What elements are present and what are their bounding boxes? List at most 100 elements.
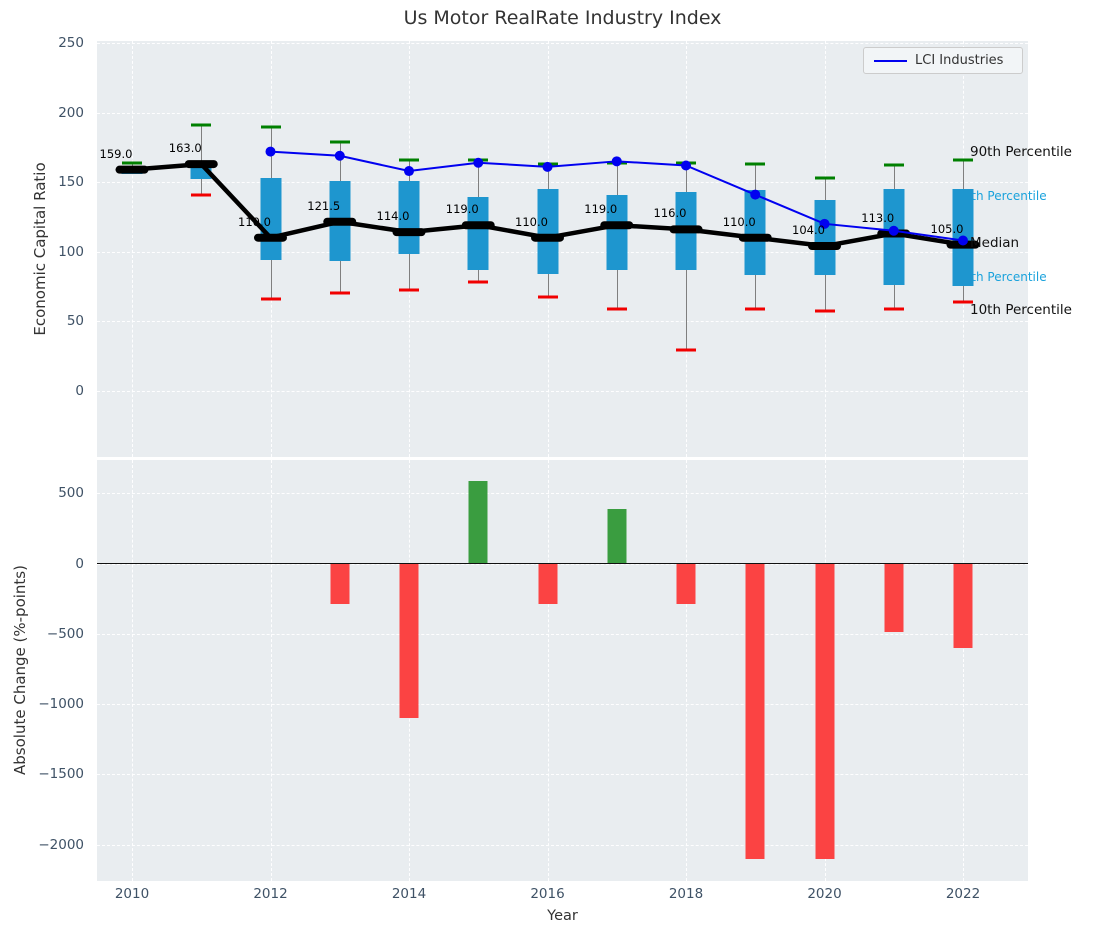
gridline: [132, 460, 133, 881]
box-2018: [675, 191, 697, 270]
whisker-cap-low-2011: [191, 193, 212, 197]
gridline: [270, 460, 272, 881]
y-tick: 250: [58, 35, 84, 52]
x-tick: 2020: [807, 886, 842, 902]
y-tick: 100: [58, 243, 84, 260]
box-2016: [537, 189, 558, 274]
percentile-label-75th: 75th Percentile: [956, 189, 1047, 204]
gridline: [97, 182, 1028, 184]
box-2020: [814, 200, 835, 276]
median-value-label-2022: 105.0: [930, 221, 964, 236]
chart-title: Us Motor RealRate Industry Index: [403, 7, 722, 29]
median-value-label-2018: 116.0: [653, 206, 687, 221]
x-axis-label: Year: [547, 908, 578, 924]
gridline: [686, 460, 687, 881]
whisker-cap-low-2016: [537, 295, 558, 299]
x-tick: 2014: [391, 886, 427, 902]
percentile-label-90th: 90th Percentile: [970, 143, 1072, 160]
bottom-panel: [97, 460, 1028, 881]
whisker-cap-high-2018: [676, 161, 696, 165]
median-value-label-2016: 110.0: [515, 214, 548, 229]
gridline: [97, 112, 1028, 114]
whisker-cap-high-2019: [745, 162, 766, 166]
gridline: [97, 774, 1028, 776]
x-tick: 2018: [668, 886, 704, 902]
whisker-cap-high-2016: [537, 162, 558, 166]
top-panel: [97, 41, 1028, 457]
bar-2013: [330, 563, 350, 605]
legend-label: LCI Industries: [915, 53, 1004, 68]
gridline: [97, 251, 1028, 253]
y-tick: 0: [75, 555, 84, 572]
percentile-label-median: Median: [970, 235, 1020, 252]
whisker-cap-high-2017: [606, 161, 627, 165]
bottom-y-axis-label: Absolute Change (%-points): [11, 565, 29, 775]
bar-2020: [815, 563, 834, 859]
whisker-cap-high-2013: [329, 140, 350, 144]
gridline: [132, 41, 133, 457]
whisker-cap-low-2014: [399, 288, 419, 292]
gridline: [97, 633, 1028, 635]
y-tick: 500: [58, 485, 84, 502]
whisker-cap-high-2010: [122, 161, 142, 165]
bar-2018: [676, 563, 696, 605]
whisker-cap-low-2019: [745, 307, 766, 311]
median-value-label-2014: 114.0: [376, 209, 410, 224]
median-value-label-2015: 119.0: [445, 202, 479, 217]
x-tick: 2010: [114, 886, 150, 902]
bar-2022: [953, 563, 973, 648]
median-value-label-2013: 121.5: [307, 198, 341, 213]
gridline: [547, 460, 549, 881]
zero-line: [97, 562, 1028, 565]
bar-2015: [468, 480, 488, 564]
whisker-cap-low-2015: [468, 280, 489, 284]
whisker-cap-low-2010: [122, 170, 142, 174]
median-value-label-2010: 159.0: [99, 146, 133, 161]
bar-2014: [399, 563, 419, 719]
median-value-label-2020: 104.0: [792, 223, 825, 238]
y-tick: −2000: [38, 836, 84, 853]
percentile-label-25th: 25th Percentile: [956, 269, 1047, 284]
median-value-label-2021: 113.0: [861, 210, 895, 225]
y-tick: 0: [75, 382, 84, 399]
bar-2017: [607, 508, 627, 564]
legend-lci-line-swatch: [874, 59, 907, 62]
x-tick: 2016: [530, 886, 565, 902]
whisker-cap-high-2012: [260, 125, 281, 129]
bar-2021: [884, 563, 904, 633]
x-tick: 2022: [945, 886, 981, 902]
y-tick: −1500: [38, 766, 84, 783]
whisker-cap-low-2022: [953, 300, 973, 304]
gridline: [97, 704, 1028, 705]
y-tick: 150: [58, 174, 84, 191]
box-2013: [329, 180, 351, 262]
x-tick: 2012: [253, 886, 288, 902]
whisker-cap-low-2018: [676, 348, 696, 352]
whisker-cap-low-2013: [329, 291, 350, 295]
gridline: [97, 321, 1028, 323]
median-value-label-2012: 110.0: [238, 214, 271, 229]
whisker-cap-low-2021: [883, 307, 904, 311]
box-2021: [883, 189, 905, 285]
gridline: [97, 43, 1028, 45]
bar-2016: [538, 563, 557, 605]
percentile-label-10th: 10th Percentile: [970, 301, 1072, 318]
whisker-cap-low-2012: [260, 297, 281, 301]
whisker-cap-low-2020: [814, 309, 835, 313]
whisker-cap-high-2021: [883, 163, 904, 167]
median-value-label-2019: 110.0: [722, 214, 756, 229]
y-tick: −1000: [38, 696, 84, 712]
whisker-cap-high-2014: [399, 158, 419, 162]
box-2019: [744, 190, 766, 276]
bar-2019: [745, 563, 765, 859]
gridline: [97, 844, 1028, 846]
median-value-label-2017: 119.0: [584, 202, 618, 217]
box-2011: [190, 162, 212, 180]
legend: LCI Industries: [863, 47, 1023, 74]
y-tick: −500: [46, 625, 84, 642]
gridline: [97, 390, 1028, 392]
whisker-cap-high-2011: [191, 123, 212, 127]
whisker-cap-low-2017: [606, 307, 627, 311]
median-value-label-2011: 163.0: [168, 141, 202, 156]
